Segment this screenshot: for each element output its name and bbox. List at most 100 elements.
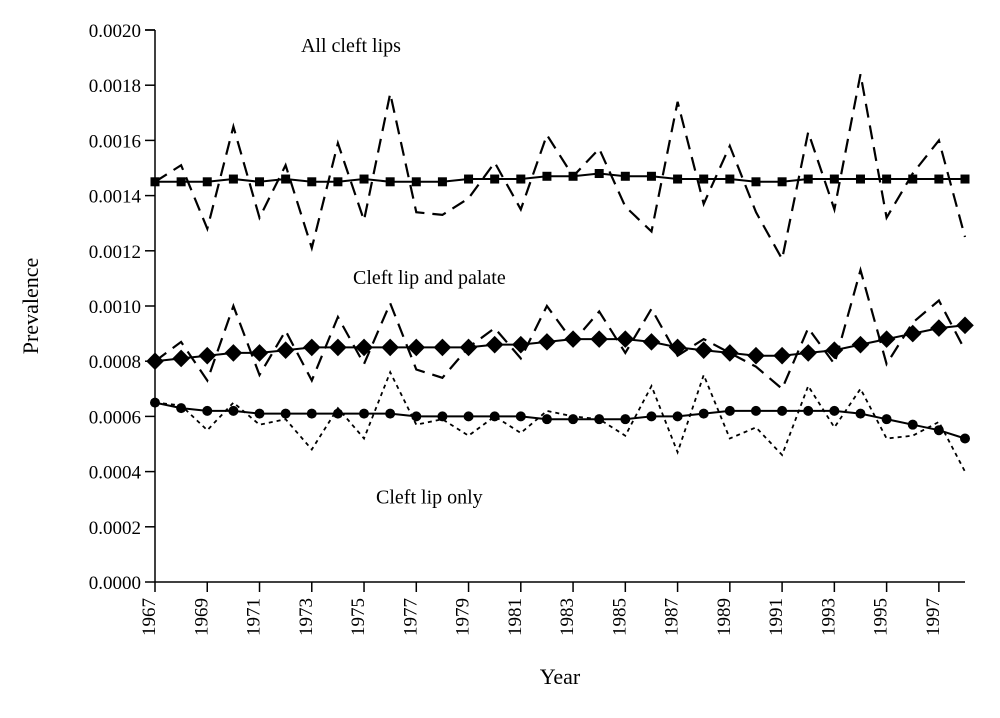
marker-square [804,175,813,184]
marker-diamond [956,317,974,335]
marker-diamond [381,339,399,357]
series-group: All cleft lips Cleft lip and palate Cleft … [146,35,974,508]
marker-circle [542,414,552,424]
marker-diamond [538,333,556,351]
y-tick-label: 0.0010 [89,297,141,318]
x-tick-label: 1969 [191,598,212,636]
marker-diamond [852,336,870,354]
series-line [155,270,965,389]
marker-square [542,172,551,181]
x-tick-label: 1979 [453,598,474,636]
marker-diamond [251,344,269,362]
marker-square [621,172,630,181]
marker-diamond [930,319,948,337]
marker-diamond [460,339,478,357]
marker-square [333,177,342,186]
x-tick-label: 1989 [714,598,735,636]
marker-circle [516,411,526,421]
marker-square [281,175,290,184]
prevalence-chart: 0.0000 0.0002 0.0004 0.0006 0.0008 0.0010 0.00… [0,0,1000,718]
y-tick-label: 0.0018 [89,76,141,97]
marker-diamond [225,344,243,362]
marker-circle [934,425,944,435]
x-tick-label: 1973 [296,598,317,636]
series-all_cleft_lips_trend [151,169,970,186]
marker-square [908,175,917,184]
marker-circle [882,414,892,424]
marker-diamond [773,347,791,365]
marker-square [934,175,943,184]
y-tick-label: 0.0006 [89,407,141,428]
marker-square [778,177,787,186]
marker-circle [803,406,813,416]
series-label: All cleft lips [301,35,401,57]
marker-square [595,169,604,178]
marker-square [569,172,578,181]
x-tick-label: 1977 [400,598,421,636]
marker-diamond [721,344,739,362]
marker-circle [646,411,656,421]
series-line [155,174,965,182]
marker-circle [855,409,865,419]
marker-square [490,175,499,184]
marker-square [151,177,160,186]
marker-diamond [590,330,608,348]
marker-square [516,175,525,184]
marker-circle [673,411,683,421]
marker-diamond [564,330,582,348]
marker-circle [281,409,291,419]
marker-square [386,177,395,186]
marker-circle [228,406,238,416]
y-tick-label: 0.0012 [89,242,141,263]
marker-circle [202,406,212,416]
x-tick-label: 1971 [244,598,265,636]
y-tick-label: 0.0014 [89,187,142,208]
marker-square [673,175,682,184]
marker-circle [777,406,787,416]
x-tick-label: 1991 [766,598,787,636]
y-tick-label: 0.0002 [89,518,141,539]
marker-diamond [643,333,661,351]
marker-circle [594,414,604,424]
series-label: Cleft lip and palate [353,267,506,289]
y-tick-label: 0.0000 [89,573,141,594]
marker-square [751,177,760,186]
x-tick-label: 1975 [348,598,369,636]
y-tick-label: 0.0020 [89,21,141,42]
marker-square [725,175,734,184]
x-tick-label: 1997 [923,598,944,636]
marker-diamond [904,325,922,343]
y-axis-title: Prevalence [18,258,43,355]
marker-circle [359,409,369,419]
axes: 0.0000 0.0002 0.0004 0.0006 0.0008 0.0010 0.00… [89,21,965,636]
series-line [155,372,965,471]
marker-diamond [799,344,817,362]
marker-circle [333,409,343,419]
marker-square [699,175,708,184]
marker-square [360,175,369,184]
series-label: Cleft lip only [376,486,483,508]
marker-circle [568,414,578,424]
marker-diamond [434,339,452,357]
x-tick-label: 1967 [139,598,160,636]
marker-circle [829,406,839,416]
marker-square [882,175,891,184]
series-clo_trend [150,398,970,444]
marker-square [961,175,970,184]
series-line [155,74,965,259]
marker-square [412,177,421,186]
series-all_cleft_lips_raw: All cleft lips [155,35,965,259]
marker-circle [960,433,970,443]
y-tick-label: 0.0004 [89,463,142,484]
marker-circle [725,406,735,416]
marker-circle [437,411,447,421]
marker-circle [751,406,761,416]
marker-square [229,175,238,184]
marker-diamond [146,352,164,370]
x-tick-label: 1993 [818,598,839,636]
marker-diamond [617,330,635,348]
marker-square [177,177,186,186]
y-tick-label: 0.0008 [89,352,141,373]
marker-circle [620,414,630,424]
x-tick-label: 1995 [871,598,892,636]
